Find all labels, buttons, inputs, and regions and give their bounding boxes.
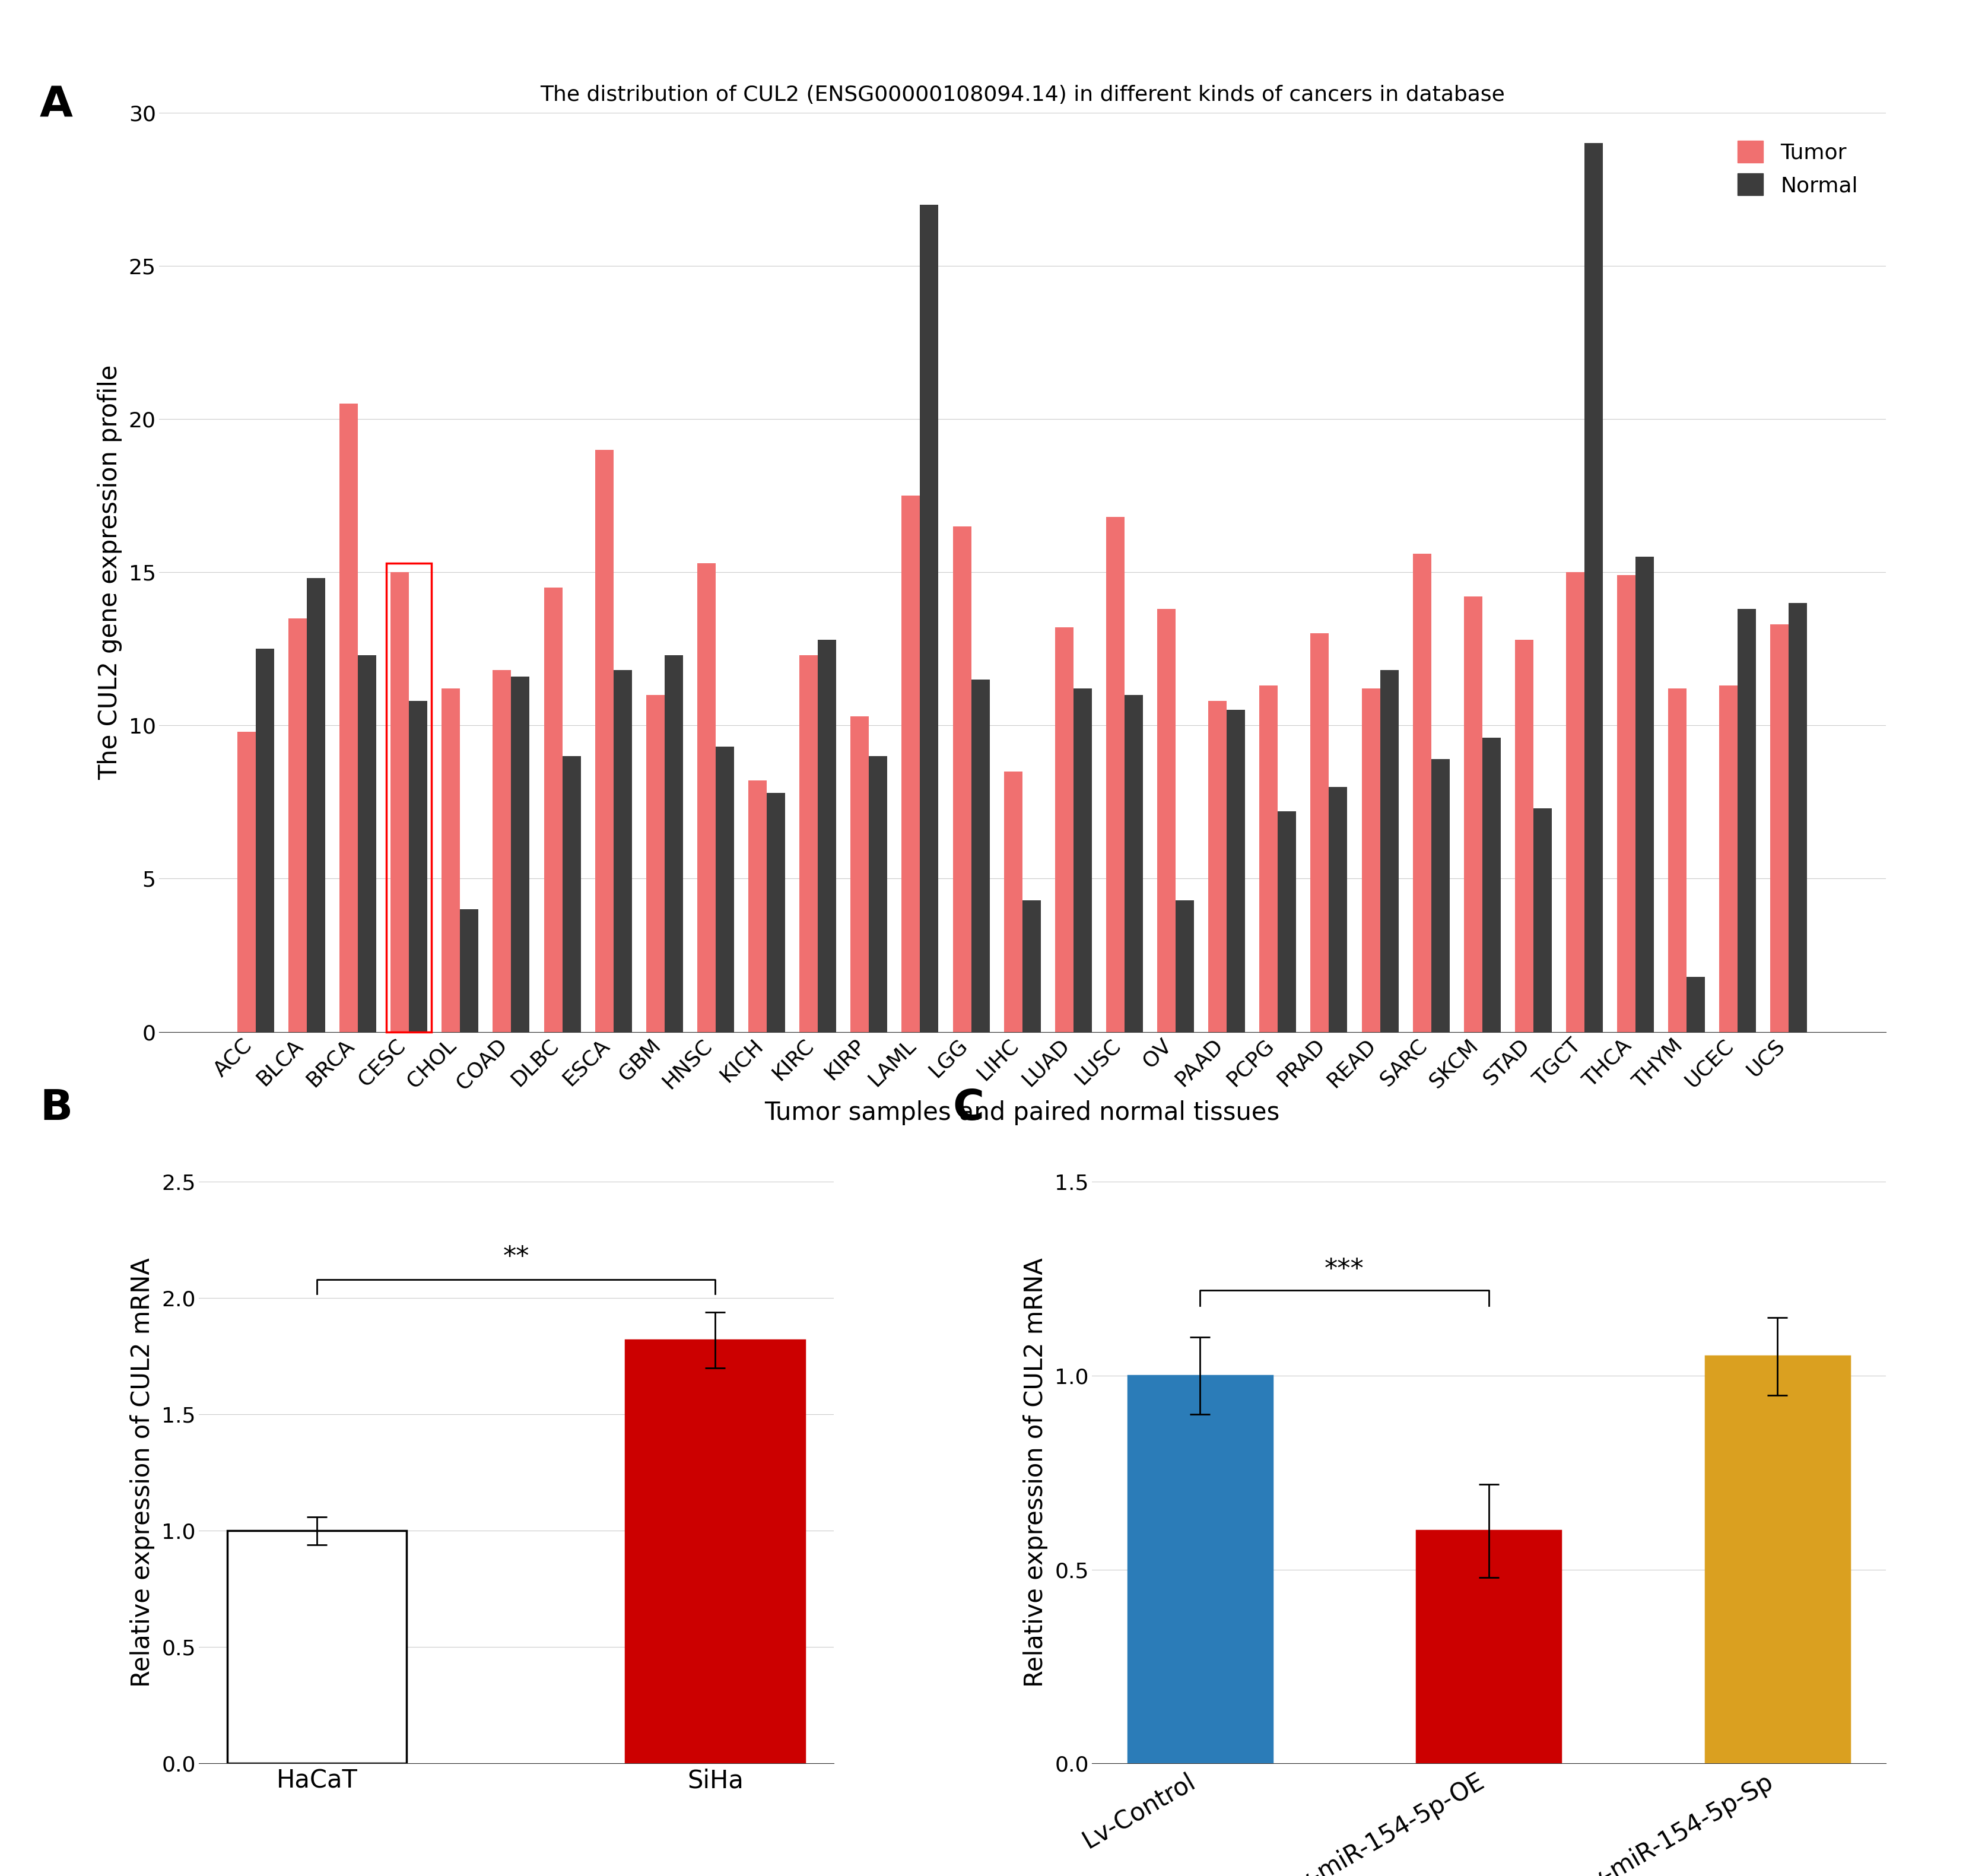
Bar	[1515, 640, 1532, 1032]
Bar	[339, 403, 357, 1032]
Bar	[1278, 810, 1296, 1032]
Bar	[1157, 610, 1175, 1032]
Bar	[921, 204, 939, 1032]
Bar	[1124, 694, 1143, 1032]
Bar	[1463, 597, 1483, 1032]
Bar	[238, 732, 256, 1032]
Bar	[717, 747, 734, 1032]
Bar	[665, 655, 683, 1032]
Bar	[562, 756, 582, 1032]
Text: C: C	[953, 1088, 985, 1129]
Text: ***: ***	[1324, 1257, 1364, 1283]
Bar	[512, 677, 530, 1032]
Bar	[1705, 1356, 1850, 1763]
Bar	[766, 794, 786, 1032]
Bar	[1022, 900, 1040, 1032]
Y-axis label: Relative expression of CUL2 mRNA: Relative expression of CUL2 mRNA	[1022, 1257, 1048, 1688]
Bar	[387, 563, 431, 1032]
Text: A: A	[40, 84, 73, 126]
Text: B: B	[40, 1088, 71, 1129]
Bar	[1074, 688, 1092, 1032]
Bar	[647, 694, 665, 1032]
Bar	[697, 563, 717, 1032]
Bar	[288, 619, 308, 1032]
Bar	[1127, 1375, 1272, 1763]
Bar	[1431, 760, 1449, 1032]
Bar	[1618, 576, 1636, 1032]
Bar	[800, 655, 818, 1032]
Bar	[1380, 670, 1397, 1032]
Bar	[443, 688, 461, 1032]
Bar	[818, 640, 836, 1032]
Bar	[1687, 977, 1705, 1032]
Bar	[1004, 771, 1022, 1032]
Bar	[953, 525, 971, 1032]
Title: The distribution of CUL2 (ENSG00000108094.14) in different kinds of cancers in d: The distribution of CUL2 (ENSG0000010809…	[540, 84, 1505, 105]
Legend: Tumor, Normal: Tumor, Normal	[1721, 124, 1876, 214]
Bar	[409, 702, 427, 1032]
Bar	[308, 578, 326, 1032]
Bar	[1328, 786, 1348, 1032]
Bar	[1584, 143, 1602, 1032]
Bar	[1788, 602, 1806, 1032]
Y-axis label: The CUL2 gene expression profile: The CUL2 gene expression profile	[97, 364, 121, 780]
Bar	[492, 670, 512, 1032]
Bar	[1175, 900, 1195, 1032]
Bar	[1771, 625, 1788, 1032]
Bar	[544, 587, 562, 1032]
Bar	[1413, 553, 1431, 1032]
Y-axis label: Relative expression of CUL2 mRNA: Relative expression of CUL2 mRNA	[129, 1257, 155, 1688]
Bar	[357, 655, 377, 1032]
Bar	[901, 495, 921, 1032]
Bar	[1636, 557, 1654, 1032]
Bar	[461, 910, 478, 1032]
Bar	[1532, 809, 1552, 1032]
Bar	[1209, 702, 1227, 1032]
Bar	[625, 1339, 804, 1763]
Bar	[1566, 572, 1584, 1032]
Bar	[1054, 627, 1074, 1032]
Bar	[596, 450, 613, 1032]
Bar	[1310, 634, 1328, 1032]
Bar	[228, 1531, 407, 1763]
Bar	[256, 649, 274, 1032]
Bar	[1362, 688, 1380, 1032]
Bar	[391, 572, 409, 1032]
Bar	[1227, 711, 1245, 1032]
X-axis label: Tumor samples and paired normal tissues: Tumor samples and paired normal tissues	[764, 1099, 1280, 1126]
Bar	[1483, 737, 1501, 1032]
Text: **: **	[502, 1246, 530, 1270]
Bar	[1106, 518, 1124, 1032]
Bar	[1417, 1531, 1560, 1763]
Bar	[1258, 685, 1278, 1032]
Bar	[1737, 610, 1757, 1032]
Bar	[613, 670, 631, 1032]
Bar	[1667, 688, 1687, 1032]
Bar	[748, 780, 766, 1032]
Bar	[869, 756, 887, 1032]
Bar	[1719, 685, 1737, 1032]
Bar	[850, 717, 869, 1032]
Bar	[971, 679, 991, 1032]
